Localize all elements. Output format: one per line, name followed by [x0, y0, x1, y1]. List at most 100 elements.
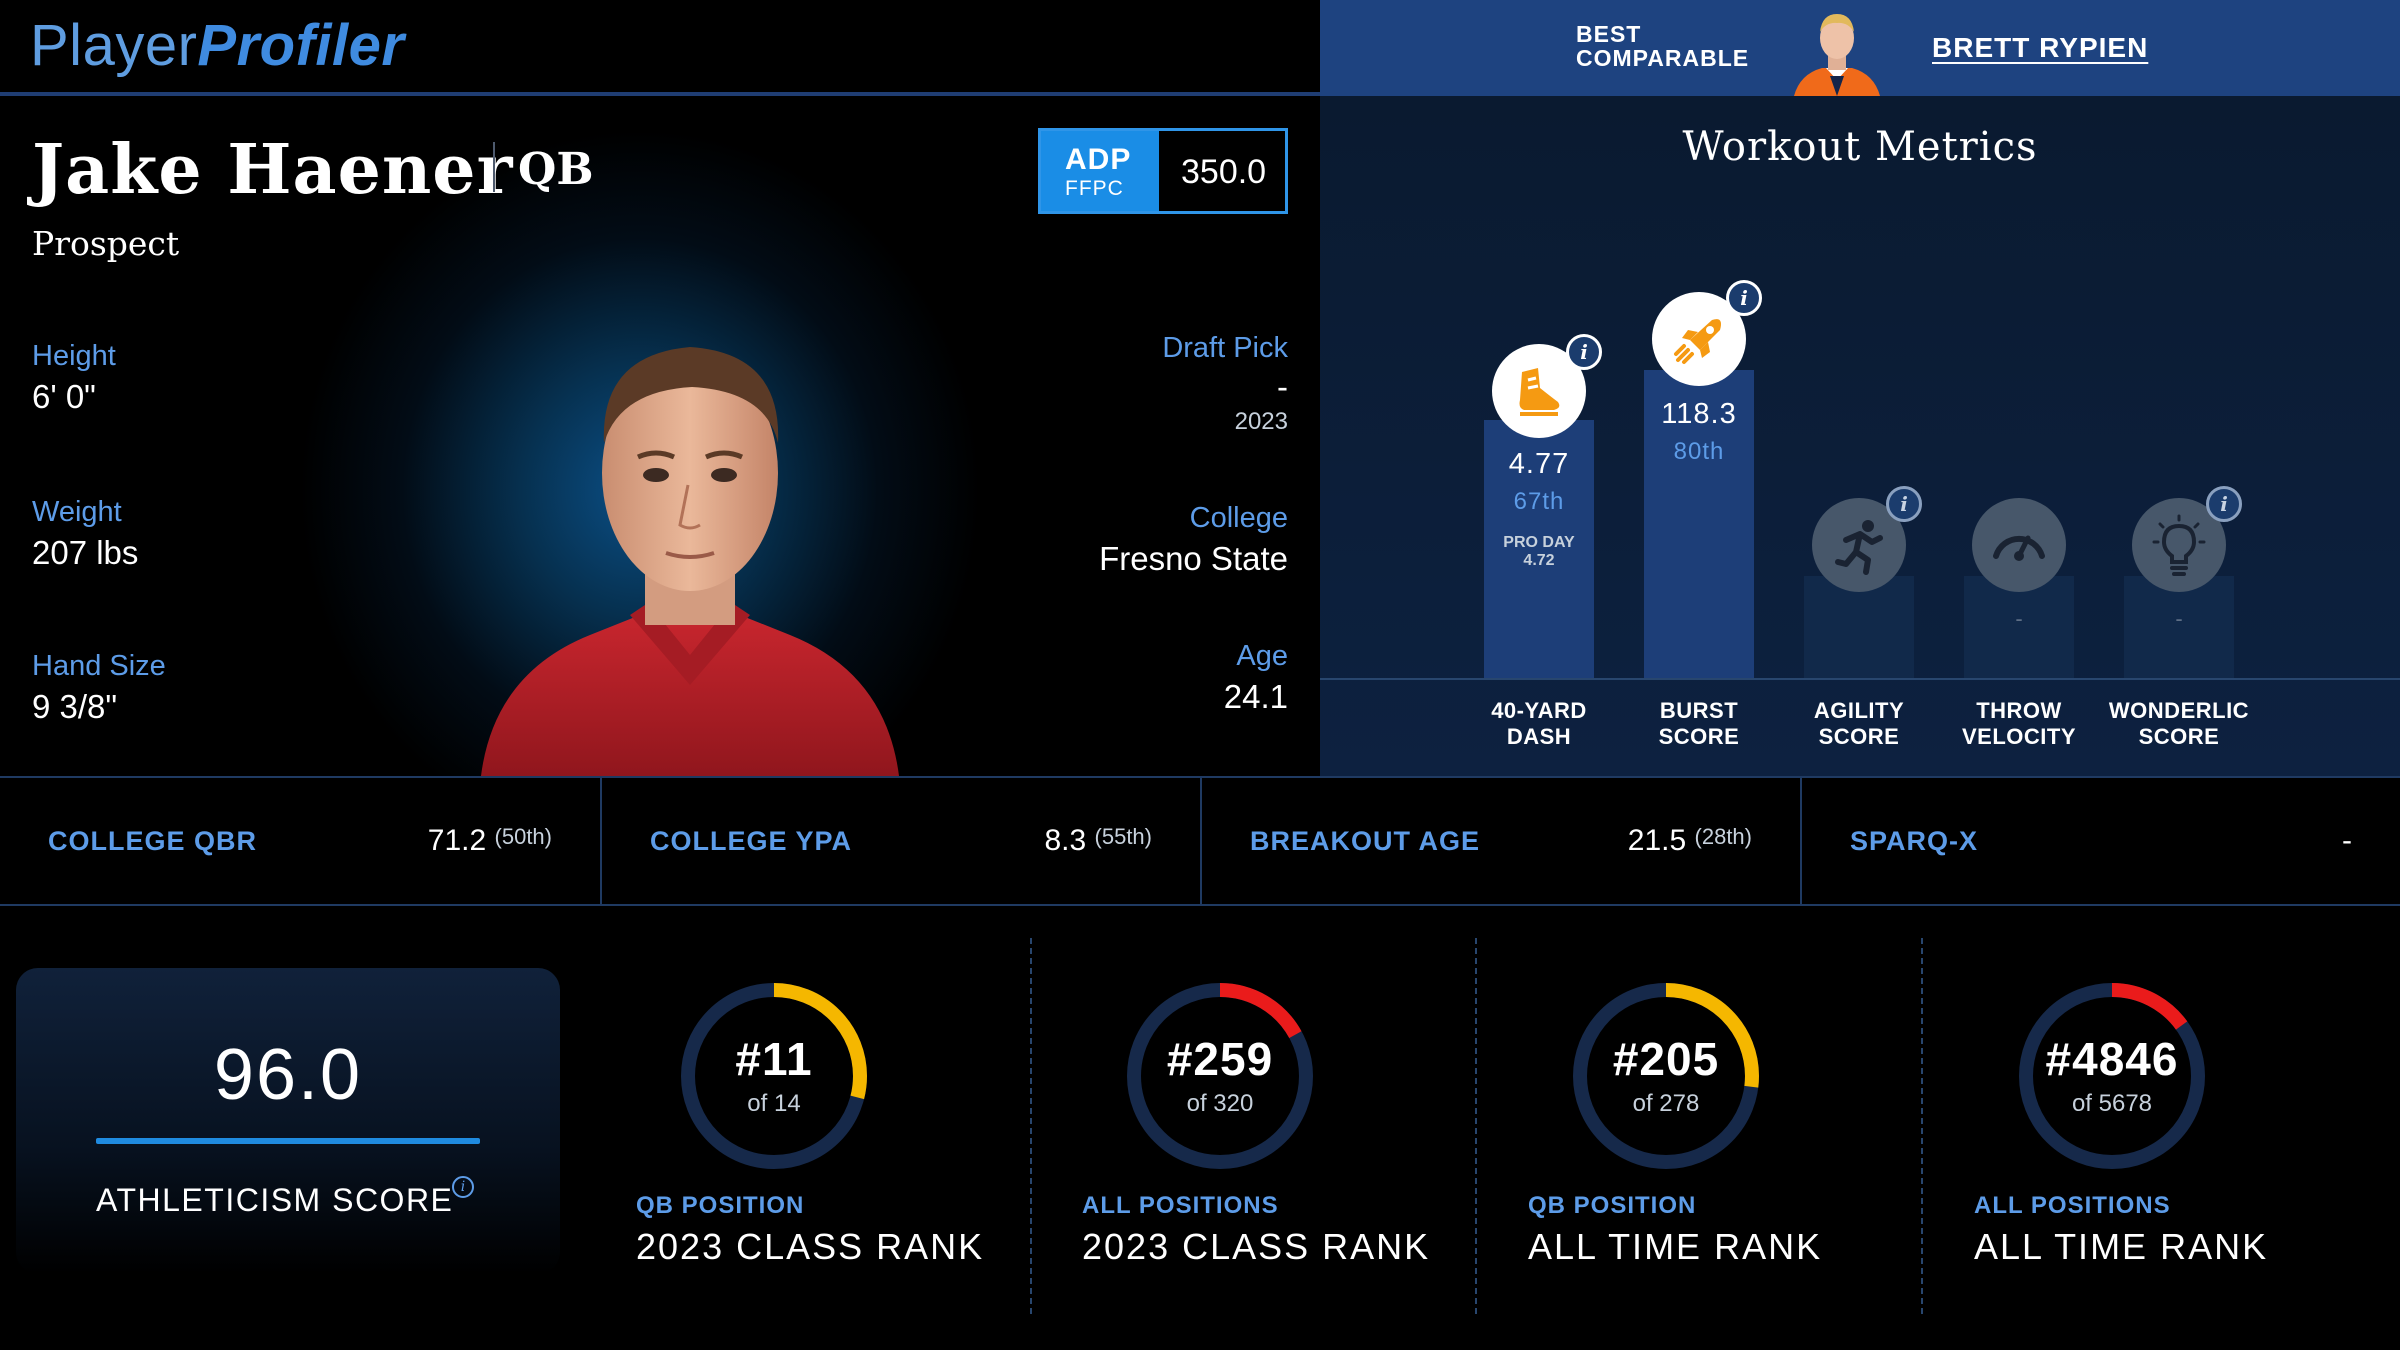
hand-size-label: Hand Size — [32, 650, 166, 682]
forty-yard-info-icon[interactable]: i — [1566, 334, 1602, 370]
stat-college-qbr[interactable]: COLLEGE QBR 71.2 (50th) — [0, 778, 600, 904]
agility-score-info-icon[interactable]: i — [1886, 486, 1922, 522]
stat-number: - — [2342, 824, 2352, 857]
burst-score-percentile: 80th — [1673, 438, 1725, 465]
athleticism-score-value: 96.0 — [213, 1035, 363, 1115]
rank-number: #4846 — [2045, 1033, 2179, 1085]
rank-total: of 278 — [1632, 1090, 1700, 1117]
stat-name: SPARQ-X — [1850, 826, 1979, 856]
rank-ring — [1127, 983, 1313, 1169]
rank-all-alltime[interactable]: #4846 of 5678 ALL POSITIONS ALL TIME RAN… — [1930, 936, 2376, 1316]
age-value: 24.1 — [1223, 678, 1288, 715]
rank-subtitle: ALL POSITIONS — [1082, 1192, 1279, 1219]
adp-source: FFPC — [1065, 177, 1124, 200]
wonderlic-score-bar — [2124, 576, 2234, 678]
stat-college-ypa[interactable]: COLLEGE YPA 8.3 (55th) — [600, 778, 1200, 904]
label-line: SCORE — [2138, 724, 2220, 749]
rank-qb-alltime[interactable]: #205 of 278 QB POSITION ALL TIME RANK — [1484, 936, 1930, 1316]
stat-number: 71.2 — [427, 824, 487, 857]
age-label: Age — [1236, 640, 1288, 672]
label-line: AGILITY — [1813, 698, 1905, 723]
rank-title: ALL TIME RANK — [1528, 1226, 1823, 1267]
college-label: College — [1189, 502, 1288, 534]
label-line: BURST — [1659, 698, 1739, 723]
best-comparable-bar: BEST COMPARABLE BRETT RYPIEN — [1320, 0, 2400, 96]
rank-title: 2023 CLASS RANK — [636, 1226, 985, 1267]
stat-value: 8.3 (55th) — [1044, 824, 1152, 858]
rank-number: #259 — [1166, 1033, 1274, 1085]
player-name: Jake Haener — [32, 130, 514, 210]
label-line: VELOCITY — [1961, 724, 2076, 749]
rank-total: of 5678 — [2071, 1090, 2153, 1117]
label-line: THROW — [1976, 698, 2062, 723]
speedometer-icon — [1972, 498, 2066, 592]
rank-qb-class[interactable]: #11 of 14 QB POSITION 2023 CLASS RANK — [592, 936, 1038, 1316]
label-wonderlic-score: WONDERLIC SCORE — [2099, 698, 2259, 750]
stat-value: 71.2 (50th) — [428, 824, 552, 858]
adp-badge[interactable]: ADP FFPC 350.0 — [1038, 128, 1288, 214]
rank-ring — [681, 983, 867, 1169]
player-status: Prospect — [32, 224, 180, 263]
workout-metrics-panel: Workout Metrics i 4.77 67th PRO DAY 4.72… — [1320, 96, 2400, 776]
stat-percentile: (55th) — [1094, 824, 1152, 849]
rank-number: #11 — [735, 1033, 813, 1085]
rank-divider — [1030, 938, 1032, 1314]
playerprofiler-logo[interactable]: PlayerProfiler — [30, 12, 404, 79]
adp-label-box: ADP FFPC — [1041, 131, 1159, 211]
stat-percentile: (50th) — [494, 824, 552, 849]
player-position: QB — [518, 144, 594, 195]
athleticism-score-card: 96.0 ATHLETICISM SCORE i — [16, 968, 560, 1274]
wonderlic-score-value: - — [2175, 606, 2183, 631]
rankings-section: 96.0 ATHLETICISM SCORE i #11 of 14 QB PO… — [0, 906, 2400, 1350]
proday-value: 4.72 — [1523, 552, 1555, 569]
rank-total: of 320 — [1186, 1090, 1254, 1117]
name-divider — [493, 142, 495, 192]
adp-label: ADP — [1065, 143, 1132, 176]
stat-name: COLLEGE YPA — [650, 826, 853, 856]
athleticism-score-underline — [96, 1138, 480, 1144]
draft-year: 2023 — [1234, 408, 1288, 435]
rank-number: #205 — [1612, 1033, 1720, 1085]
proday-label: PRO DAY — [1503, 534, 1575, 551]
rank-divider — [1475, 938, 1477, 1314]
burst-score-value: 118.3 — [1661, 398, 1737, 430]
label-agility-score: AGILITY SCORE — [1779, 698, 1939, 750]
label-line: SCORE — [1818, 724, 1900, 749]
wonderlic-score-info-icon[interactable]: i — [2206, 486, 2242, 522]
burst-score-info-icon[interactable]: i — [1726, 280, 1762, 316]
college-value: Fresno State — [1099, 540, 1288, 577]
logo-text-profiler: Profiler — [197, 13, 405, 78]
rank-ring-progress — [1573, 983, 1759, 1169]
stat-name: BREAKOUT AGE — [1250, 826, 1481, 856]
best-comparable-label: BEST COMPARABLE — [1576, 22, 1749, 70]
draft-pick-label: Draft Pick — [1162, 332, 1288, 364]
height-label: Height — [32, 340, 116, 372]
burst-score-bar — [1644, 370, 1754, 678]
label-throw-velocity: THROW VELOCITY — [1939, 698, 2099, 750]
stat-breakout-age[interactable]: BREAKOUT AGE 21.5 (28th) — [1200, 778, 1800, 904]
rank-total: of 14 — [747, 1090, 801, 1117]
forty-yard-percentile: 67th — [1513, 488, 1565, 515]
logo-text-player: Player — [30, 13, 198, 78]
rank-all-class[interactable]: #259 of 320 ALL POSITIONS 2023 CLASS RAN… — [1038, 936, 1484, 1316]
height-value: 6' 0" — [32, 378, 96, 415]
stat-sparq-x[interactable]: SPARQ-X - — [1800, 778, 2400, 904]
comparable-player-name-link[interactable]: BRETT RYPIEN — [1932, 32, 2149, 63]
comparable-label-line1: BEST — [1576, 21, 1642, 47]
athleticism-score-label: ATHLETICISM SCORE — [96, 1182, 454, 1218]
player-headshot — [470, 325, 910, 776]
athleticism-info-icon[interactable]: i — [452, 1176, 474, 1198]
rank-ring-progress — [2019, 983, 2205, 1169]
label-forty-yard: 40-YARD DASH — [1459, 698, 1619, 750]
comparable-player-avatar[interactable] — [1792, 6, 1882, 96]
stat-name: COLLEGE QBR — [48, 826, 258, 856]
throw-velocity-value: - — [2015, 606, 2023, 631]
rank-title: 2023 CLASS RANK — [1082, 1226, 1431, 1267]
stat-value: 21.5 (28th) — [1628, 824, 1752, 858]
rank-subtitle: QB POSITION — [636, 1192, 805, 1219]
draft-pick-value: - — [1277, 368, 1288, 405]
rank-divider — [1921, 938, 1923, 1314]
rank-title: ALL TIME RANK — [1974, 1226, 2269, 1267]
player-profile-panel: Jake Haener QB Prospect ADP FFPC 350.0 H… — [0, 100, 1320, 776]
stat-value: - — [2342, 824, 2352, 858]
